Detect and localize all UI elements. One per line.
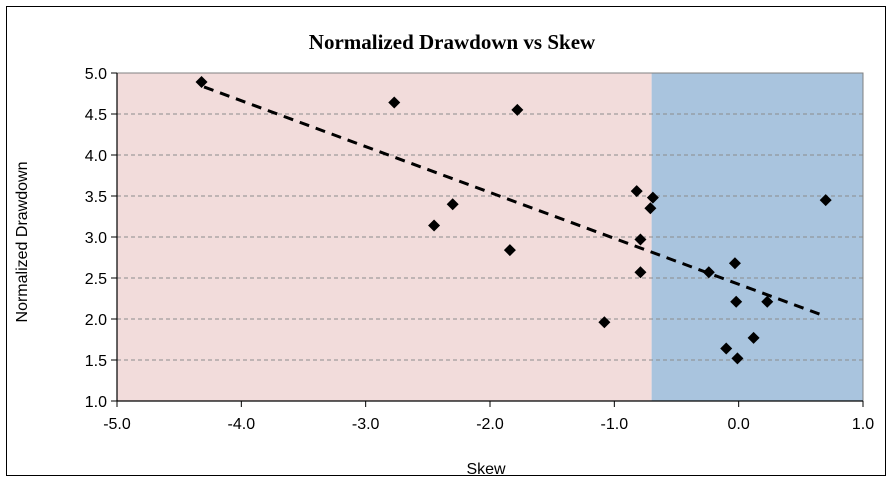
data-point	[511, 103, 524, 116]
y-tick-label: 2.5	[85, 271, 107, 288]
data-point	[761, 295, 774, 308]
data-point	[646, 191, 659, 204]
data-point	[819, 194, 832, 207]
y-tick-label: 4.0	[85, 148, 107, 165]
y-tick-label: 3.5	[85, 189, 107, 206]
x-axis-label: Skew	[466, 461, 506, 477]
chart-frame: -5.0 -4.0 -3.0 -2.0 -1.0 0.0 1.0 1.0 1.5 2.0 2.5 3…	[6, 6, 886, 477]
x-tick-label: -3.0	[352, 416, 380, 433]
x-tick-label: -2.0	[476, 416, 504, 433]
y-tick-label: 1.5	[85, 353, 107, 370]
y-tick-label: 4.5	[85, 107, 107, 124]
data-point	[730, 295, 743, 308]
data-point	[598, 316, 611, 329]
data-point	[195, 76, 208, 89]
x-tick-label: 0.0	[728, 416, 750, 433]
x-tick-label: -4.0	[228, 416, 256, 433]
gridlines	[117, 113, 863, 361]
y-tick-label: 1.0	[85, 394, 107, 411]
data-point	[428, 219, 441, 232]
data-point	[720, 342, 733, 355]
data-point	[702, 266, 715, 279]
trendline	[203, 85, 821, 316]
data-point	[747, 331, 760, 344]
y-tick-labels: 1.0 1.5 2.0 2.5 3.0 3.5 4.0 4.5 5.0	[85, 66, 117, 411]
data-points	[195, 76, 832, 365]
scatter-chart: -5.0 -4.0 -3.0 -2.0 -1.0 0.0 1.0 1.0 1.5 2.0 2.5 3…	[14, 30, 874, 477]
y-tick-label: 5.0	[85, 66, 107, 83]
data-point	[630, 185, 643, 198]
y-tick-label: 2.0	[85, 312, 107, 329]
data-point	[388, 96, 401, 109]
x-tick-label: -5.0	[103, 416, 131, 433]
data-point	[446, 198, 459, 211]
data-point	[634, 266, 647, 279]
chart-title: Normalized Drawdown vs Skew	[309, 30, 596, 54]
data-point	[644, 202, 657, 215]
x-tick-label: -1.0	[601, 416, 629, 433]
data-point	[728, 257, 741, 270]
y-axis-label: Normalized Drawdown	[14, 162, 31, 323]
x-tick-labels: -5.0 -4.0 -3.0 -2.0 -1.0 0.0 1.0	[103, 401, 874, 433]
data-point	[731, 352, 744, 365]
data-point	[634, 233, 647, 246]
y-tick-label: 3.0	[85, 230, 107, 247]
data-point	[503, 244, 516, 257]
x-tick-label: 1.0	[852, 416, 874, 433]
